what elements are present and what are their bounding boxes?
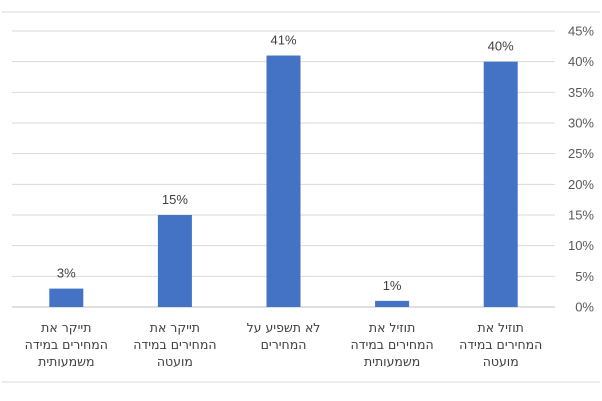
y-tick-label: 0% <box>575 300 594 315</box>
category-label: מועטה <box>483 354 519 369</box>
category-label: המחירים במידה <box>25 337 108 352</box>
y-tick-label: 10% <box>568 238 594 253</box>
data-label: 41% <box>270 33 296 48</box>
data-label: 15% <box>162 192 188 207</box>
category-label: המחירים במידה <box>133 337 216 352</box>
y-tick-label: 5% <box>575 269 594 284</box>
bar <box>375 300 410 307</box>
bar <box>49 288 84 307</box>
category-label: תייקר את <box>41 320 91 335</box>
category-label: מועטה <box>157 354 193 369</box>
category-label: תייקר את <box>150 320 200 335</box>
category-label: משמעותית <box>38 354 94 369</box>
bars <box>49 55 518 308</box>
data-label: 1% <box>383 278 402 293</box>
y-tick-label: 20% <box>568 177 594 192</box>
y-tick-label: 15% <box>568 208 594 223</box>
category-label: משמעותית <box>364 354 420 369</box>
x-axis-category-labels: תוזיל את המחירים במידה מועטה תוזיל את המחירי… <box>25 320 543 369</box>
y-tick-label: 45% <box>568 24 594 39</box>
bar <box>157 215 192 307</box>
y-tick-label: 30% <box>568 116 594 131</box>
category-label: המחירים במידה <box>350 337 433 352</box>
category-label: תוזיל את <box>369 320 415 335</box>
category-label: לא תשפיע על <box>247 320 321 335</box>
y-tick-label: 25% <box>568 146 594 161</box>
data-label: 3% <box>57 266 76 281</box>
category-label: תוזיל את <box>477 320 523 335</box>
bar <box>483 61 518 307</box>
bar <box>266 55 301 308</box>
category-label: המחירים במידה <box>459 337 542 352</box>
y-tick-label: 40% <box>568 54 594 69</box>
y-tick-label: 35% <box>568 85 594 100</box>
category-label: המחירים <box>261 337 307 352</box>
y-axis-tick-labels: 0% 5% 10% 15% 20% 25% 30% 35% 40% 45% <box>568 24 594 315</box>
data-label: 40% <box>488 39 514 54</box>
data-labels: 40% 1% 41% 15% 3% <box>57 33 514 293</box>
